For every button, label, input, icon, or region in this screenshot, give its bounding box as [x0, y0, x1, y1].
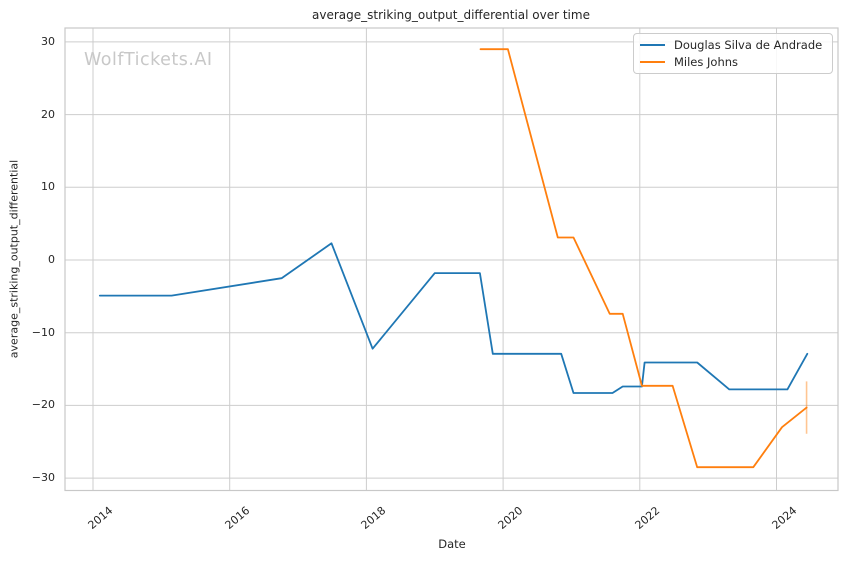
y-tick-label: 30	[41, 34, 55, 48]
legend: Douglas Silva de Andrade Miles Johns	[633, 33, 833, 74]
y-tick-label: 0	[48, 253, 55, 266]
y-axis-label: average_striking_output_differential	[7, 159, 21, 359]
legend-line-swatch-orange	[640, 61, 665, 63]
legend-entry: Miles Johns	[640, 55, 826, 69]
y-tick-label: 10	[41, 180, 55, 194]
legend-label: Miles Johns	[674, 55, 739, 69]
series-line-1	[479, 48, 808, 469]
legend-label: Douglas Silva de Andrade	[674, 38, 823, 52]
y-tick-label: −10	[31, 325, 55, 339]
legend-line-swatch-blue	[640, 44, 665, 46]
chart-title: average_striking_output_differential ove…	[312, 8, 590, 22]
x-axis-label: Date	[438, 537, 466, 551]
y-tick-label: 20	[41, 107, 55, 121]
y-tick-label: −30	[31, 471, 55, 485]
series-line-0	[98, 242, 809, 394]
legend-entry: Douglas Silva de Andrade	[640, 38, 826, 52]
y-tick-label: −20	[31, 398, 55, 412]
watermark: WolfTickets.AI	[84, 50, 213, 70]
axes-border	[64, 27, 839, 492]
